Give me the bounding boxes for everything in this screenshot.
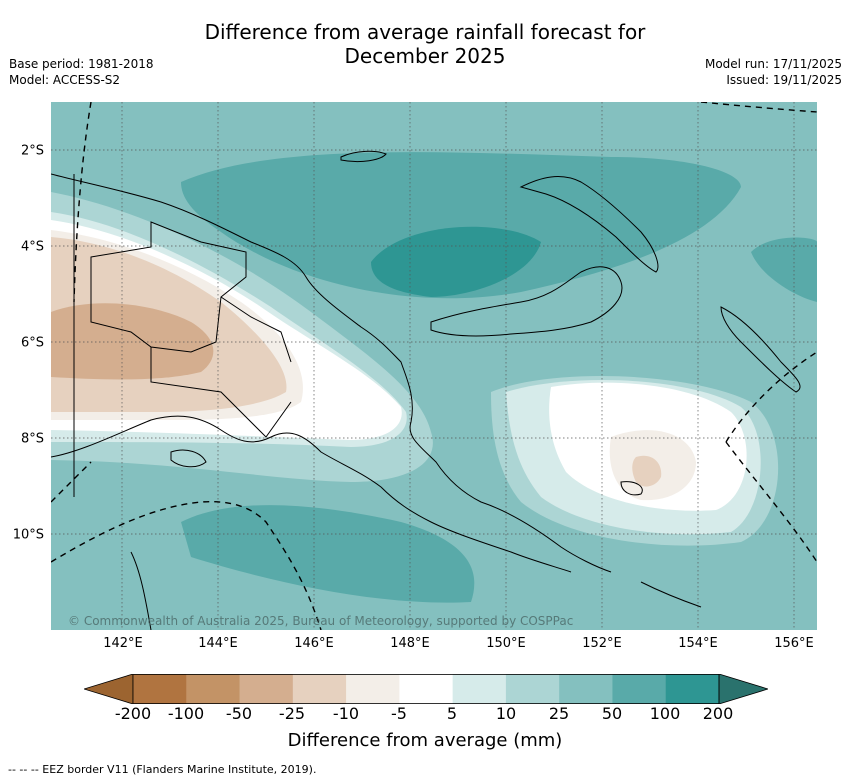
new-ireland-coast xyxy=(519,176,659,273)
colorbar-tick-label: 200 xyxy=(702,704,734,723)
eez-footnote: -- -- -- EEZ border V11 (Flanders Marine… xyxy=(8,763,317,776)
colorbar-tick-label: 50 xyxy=(601,704,623,723)
colorbar-extend-high xyxy=(718,673,770,705)
colorbar-segment xyxy=(133,674,187,704)
eez-segment-east xyxy=(725,351,817,443)
lon-label-144e: 144°E xyxy=(198,636,238,651)
coastlines xyxy=(51,150,801,630)
lon-label-148e: 148°E xyxy=(390,636,430,651)
rain-zone-minus25-east xyxy=(632,455,662,487)
cape-york-coast xyxy=(130,551,152,630)
model-name: Model: ACCESS-S2 xyxy=(9,73,121,87)
rain-zone-50 xyxy=(181,152,741,299)
lon-label-154e: 154°E xyxy=(678,636,718,651)
colorbar xyxy=(82,673,770,705)
lat-label-4s: 4°S xyxy=(20,239,44,255)
new-britain-coast xyxy=(430,266,623,337)
lat-label-6s: 6°S xyxy=(20,335,44,351)
model-run: Model run: 17/11/2025 xyxy=(704,57,842,71)
new-guinea-north-coast xyxy=(51,173,612,573)
map-svg xyxy=(51,102,817,630)
eez-segment-ne xyxy=(700,102,817,113)
lat-label-8s: 8°S xyxy=(20,431,44,447)
colorbar-tick-label: -100 xyxy=(167,704,205,723)
meta-left: Base period: 1981-2018 Model: ACCESS-S2 xyxy=(9,56,154,88)
chart-title: Difference from average rainfall forecas… xyxy=(0,20,850,68)
colorbar-tick-label: -25 xyxy=(278,704,306,723)
meta-right: Model run: 17/11/2025 Issued: 19/11/2025 xyxy=(705,56,842,88)
lon-label-156e: 156°E xyxy=(774,636,814,651)
colorbar-extend-low xyxy=(82,673,134,705)
lat-label-10s: 10°S xyxy=(12,527,44,543)
province-boundary-2 xyxy=(150,347,292,438)
colorbar-tick-label: -50 xyxy=(225,704,253,723)
copyright-notice: © Commonwealth of Australia 2025, Bureau… xyxy=(68,614,574,628)
issued-date: Issued: 19/11/2025 xyxy=(726,73,842,87)
title-line-1: Difference from average rainfall forecas… xyxy=(204,20,646,44)
rain-zone-50-east xyxy=(751,237,817,302)
colorbar-segment xyxy=(452,674,507,704)
lon-label-146e: 146°E xyxy=(294,636,334,651)
colorbar-segment xyxy=(665,674,720,704)
colorbar-svg xyxy=(82,673,770,705)
lon-label-152e: 152°E xyxy=(582,636,622,651)
colorbar-segment xyxy=(346,674,400,704)
colorbar-segment xyxy=(239,674,294,704)
colorbar-tick-label: 100 xyxy=(649,704,681,723)
colorbar-tick-label: 10 xyxy=(495,704,517,723)
forecast-map xyxy=(51,102,817,630)
rain-zone-100 xyxy=(371,226,541,297)
colorbar-segment xyxy=(612,674,667,704)
colorbar-segment xyxy=(399,674,454,704)
colorbar-segment xyxy=(505,674,560,704)
colorbar-tick-label: 25 xyxy=(548,704,570,723)
eez-segment-se xyxy=(725,441,817,563)
map-gridlines xyxy=(51,102,817,630)
colorbar-segment xyxy=(186,674,241,704)
eez-segment-sw xyxy=(51,461,92,503)
colorbar-segment xyxy=(292,674,347,704)
lon-label-142e: 142°E xyxy=(103,636,143,651)
lon-label-150e: 150°E xyxy=(486,636,526,651)
rain-zone-50-south xyxy=(181,505,475,603)
small-island-1 xyxy=(170,449,207,468)
colorbar-tick-label: -5 xyxy=(391,704,407,723)
lat-label-2s: 2°S xyxy=(20,143,44,159)
eez-segment-west xyxy=(73,102,92,303)
eez-border xyxy=(51,102,817,630)
colorbar-tick-label: 5 xyxy=(446,704,458,723)
colorbar-title: Difference from average (mm) xyxy=(287,730,563,751)
colorbar-frame xyxy=(132,674,720,704)
colorbar-tick-label: -10 xyxy=(332,704,360,723)
rossel-islands xyxy=(640,581,702,608)
province-boundary-3 xyxy=(220,296,292,363)
colorbar-tick-label: -200 xyxy=(114,704,152,723)
new-guinea-south-coast xyxy=(51,415,572,573)
bougainville-coast xyxy=(720,306,801,393)
colorbar-segment xyxy=(559,674,613,704)
manus-island-coast xyxy=(340,150,387,163)
base-period: Base period: 1981-2018 xyxy=(9,57,154,71)
title-line-2: December 2025 xyxy=(344,44,506,68)
small-island-2 xyxy=(620,481,643,496)
